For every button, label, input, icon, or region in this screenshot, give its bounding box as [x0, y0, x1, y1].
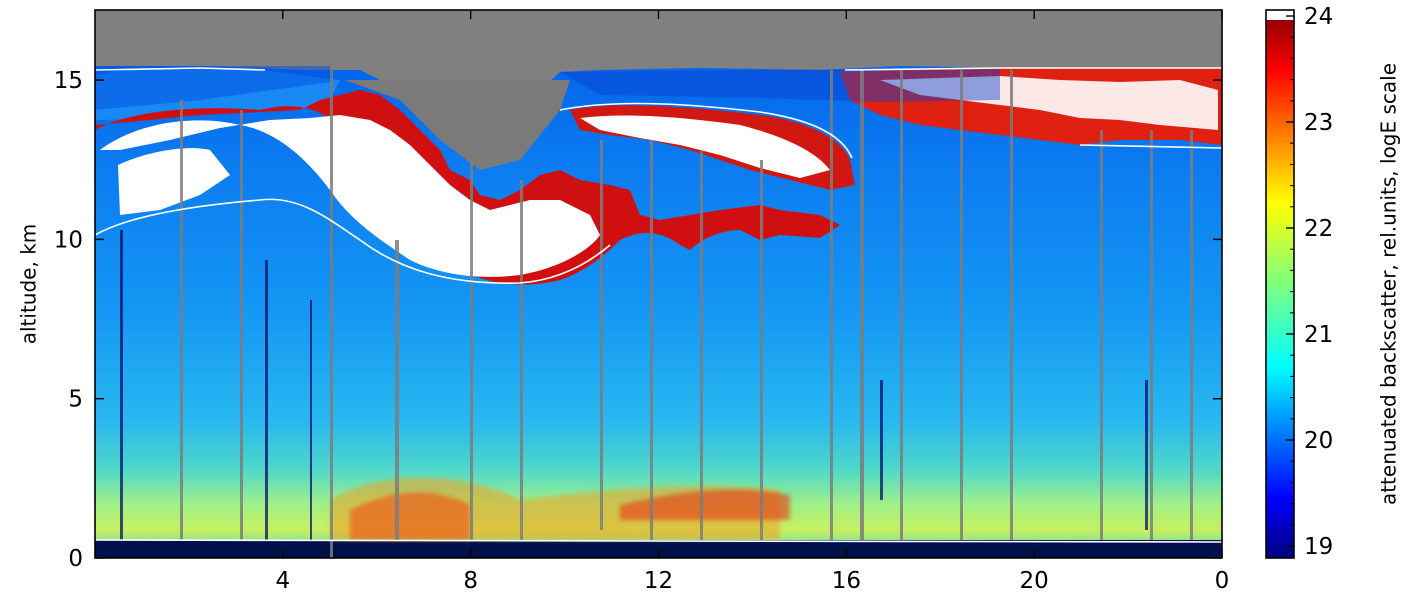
- x-tick-label: 16: [832, 568, 861, 593]
- y-tick-label: 10: [54, 227, 83, 253]
- y-tick-label: 0: [68, 546, 83, 572]
- colorbar-tick-label: 22: [1304, 216, 1333, 242]
- heatmap-image: [95, 10, 1222, 558]
- x-tick-label: 0: [1215, 568, 1230, 593]
- x-tick-label: 20: [1020, 568, 1049, 593]
- colorbar-tick-label: 24: [1304, 4, 1333, 30]
- colorbar-tick-label: 23: [1304, 110, 1333, 136]
- colorbar-tick-label: 19: [1304, 534, 1333, 560]
- x-tick-label: 4: [276, 568, 291, 593]
- y-tick-label: 5: [68, 387, 83, 413]
- colorbar-tick-label: 20: [1304, 428, 1333, 454]
- colorbar-ticks: 19 20 21 22 23 24: [1286, 4, 1333, 560]
- colorbar: [1266, 10, 1294, 558]
- colorbar-over-swatch: [1266, 10, 1294, 20]
- plot-ticks: 4 8 12 16 20 0 0 5 10 15: [54, 10, 1230, 593]
- y-axis-label: altitude, km: [17, 224, 41, 345]
- colorbar-label: attenuated backscatter, rel.units, logE …: [1377, 63, 1401, 505]
- colorbar-tick-label: 21: [1304, 322, 1333, 348]
- colorbar-frame: [1265, 9, 1295, 559]
- x-tick-label: 8: [463, 568, 478, 593]
- y-tick-label: 15: [54, 68, 83, 94]
- x-tick-label: 12: [644, 568, 673, 593]
